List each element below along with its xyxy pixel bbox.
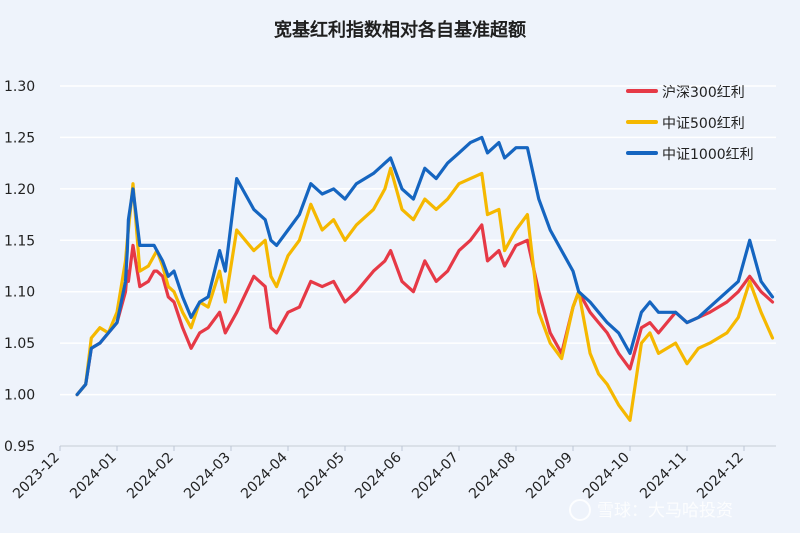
y-axis-ticks: 0.95 1.00 1.05 1.10 1.15 1.20 1.25 1.30 <box>4 79 35 455</box>
legend-label: 沪深300红利 <box>662 85 745 101</box>
gridlines <box>60 85 776 447</box>
x-tick-label: 2024-11 <box>637 450 690 503</box>
watermark: 雪球：大马哈投资 <box>569 499 733 521</box>
legend-label: 中证500红利 <box>662 116 745 132</box>
chart-title: 宽基红利指数相对各自基准超额 <box>274 19 526 41</box>
x-tick-label: 2024-06 <box>352 449 405 502</box>
x-tick-label: 2024-08 <box>466 450 519 503</box>
series-line-1 <box>75 223 775 397</box>
snowball-logo-icon <box>569 499 591 521</box>
y-tick-label: 0.95 <box>4 439 35 455</box>
y-tick-label: 1.30 <box>4 79 35 95</box>
y-tick-label: 1.10 <box>4 285 35 301</box>
x-tick-label: 2024-03 <box>181 450 234 503</box>
y-tick-label: 1.00 <box>4 388 35 404</box>
x-tick-label: 2024-02 <box>124 450 177 503</box>
watermark-text: 雪球：大马哈投资 <box>597 501 733 521</box>
x-tick-label: 2024-04 <box>238 449 291 502</box>
y-tick-label: 1.25 <box>4 130 35 146</box>
y-tick-label: 1.15 <box>4 233 35 249</box>
x-tick-label: 2024-05 <box>295 450 348 503</box>
x-tick-label: 2024-07 <box>409 450 462 503</box>
x-tick-label: 2024-09 <box>523 450 576 503</box>
legend-label: 中证1000红利 <box>662 147 754 163</box>
x-axis-ticks: 2023-12 2024-01 2024-02 2024-03 2024-04 2024-… <box>10 446 747 502</box>
series-line-3 <box>75 135 775 397</box>
x-tick-label: 2023-12 <box>10 450 63 503</box>
x-tick-label: 2024-10 <box>580 450 633 503</box>
x-tick-label: 2024-12 <box>694 450 747 503</box>
series-lines <box>75 135 775 422</box>
y-tick-label: 1.20 <box>4 182 35 198</box>
x-tick-label: 2024-01 <box>67 450 120 503</box>
y-tick-label: 1.05 <box>4 336 35 352</box>
series-line-2 <box>75 166 775 422</box>
